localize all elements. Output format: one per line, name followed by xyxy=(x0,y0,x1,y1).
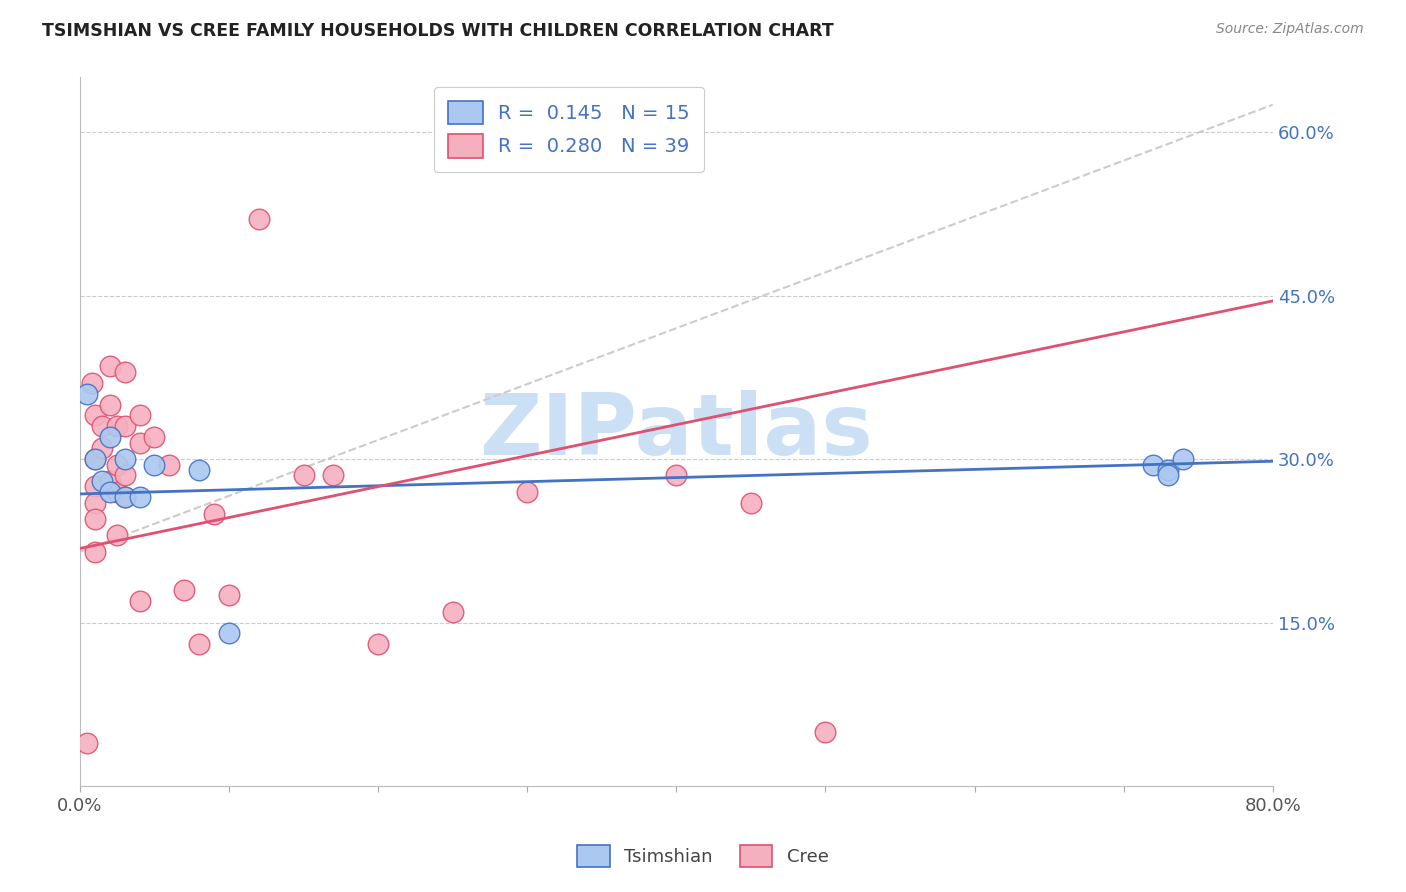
Point xyxy=(83,545,105,559)
Point xyxy=(665,468,688,483)
Point xyxy=(114,468,136,483)
Point xyxy=(114,452,136,467)
Text: ZIPatlas: ZIPatlas xyxy=(479,391,873,474)
Point xyxy=(1157,463,1180,477)
Point xyxy=(105,528,128,542)
Point xyxy=(188,637,211,651)
Point xyxy=(128,594,150,608)
Point xyxy=(114,490,136,504)
Point xyxy=(105,458,128,472)
Point xyxy=(114,490,136,504)
Point xyxy=(218,626,240,640)
Point xyxy=(128,409,150,423)
Point xyxy=(76,386,98,401)
Point xyxy=(173,582,195,597)
Point xyxy=(128,435,150,450)
Point xyxy=(80,376,103,390)
Point xyxy=(98,430,121,444)
Point xyxy=(105,484,128,499)
Point xyxy=(1142,458,1164,472)
Point xyxy=(98,484,121,499)
Point xyxy=(157,458,180,472)
Legend: R =  0.145   N = 15, R =  0.280   N = 39: R = 0.145 N = 15, R = 0.280 N = 39 xyxy=(434,87,703,171)
Point xyxy=(143,458,166,472)
Point xyxy=(83,452,105,467)
Point xyxy=(188,463,211,477)
Point xyxy=(740,496,762,510)
Point xyxy=(98,398,121,412)
Point xyxy=(105,419,128,434)
Point xyxy=(247,212,270,227)
Point xyxy=(83,496,105,510)
Legend: Tsimshian, Cree: Tsimshian, Cree xyxy=(569,838,837,874)
Point xyxy=(367,637,389,651)
Point xyxy=(83,409,105,423)
Point xyxy=(83,452,105,467)
Point xyxy=(143,430,166,444)
Point xyxy=(441,605,464,619)
Point xyxy=(202,507,225,521)
Point xyxy=(83,512,105,526)
Point xyxy=(1173,452,1195,467)
Point xyxy=(1157,468,1180,483)
Point xyxy=(814,724,837,739)
Point xyxy=(322,468,344,483)
Point xyxy=(98,474,121,488)
Point xyxy=(128,490,150,504)
Point xyxy=(83,479,105,493)
Point xyxy=(76,735,98,749)
Point xyxy=(91,419,114,434)
Point xyxy=(98,359,121,374)
Text: TSIMSHIAN VS CREE FAMILY HOUSEHOLDS WITH CHILDREN CORRELATION CHART: TSIMSHIAN VS CREE FAMILY HOUSEHOLDS WITH… xyxy=(42,22,834,40)
Point xyxy=(292,468,315,483)
Point xyxy=(114,419,136,434)
Point xyxy=(516,484,538,499)
Point xyxy=(91,474,114,488)
Point xyxy=(114,365,136,379)
Point xyxy=(91,441,114,455)
Text: Source: ZipAtlas.com: Source: ZipAtlas.com xyxy=(1216,22,1364,37)
Point xyxy=(218,588,240,602)
